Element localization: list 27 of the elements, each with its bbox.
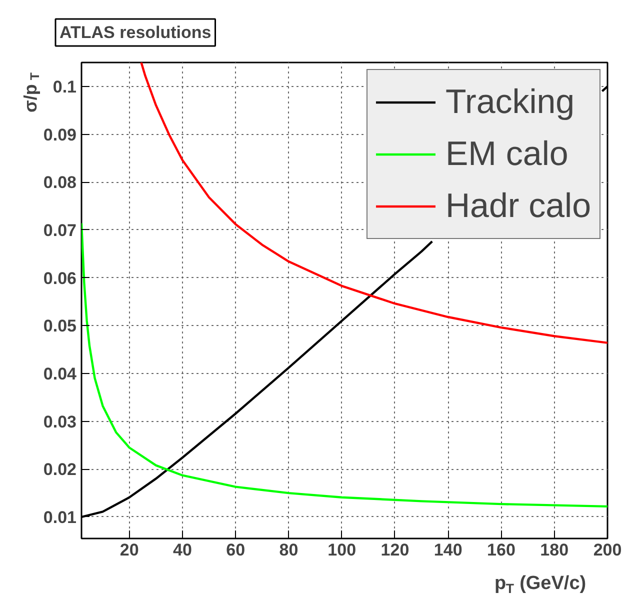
y-tick-label: 0.06 [43, 268, 77, 288]
y-tick-label: 0.09 [43, 125, 77, 144]
y-tick-label: 0.07 [43, 220, 77, 240]
y-tick-label: 0.1 [52, 77, 77, 96]
x-tick-label: 40 [172, 540, 192, 560]
legend-label: EM calo [445, 134, 568, 174]
y-tick-label: 0.02 [43, 460, 77, 480]
x-tick-label: 160 [487, 540, 516, 560]
x-tick-label: 200 [593, 540, 622, 560]
legend-label: Tracking [445, 82, 575, 122]
y-tick-label: 0.08 [43, 173, 77, 192]
legend-label: Hadr calo [445, 186, 591, 226]
y-tick-label: 0.05 [43, 316, 77, 336]
y-tick-label: 0.04 [43, 364, 78, 384]
y-tick-label: 0.03 [43, 412, 77, 432]
x-tick-label: 180 [540, 540, 569, 560]
y-axis-title: σ/pT [20, 72, 42, 112]
chart-title: ATLAS resolutions [60, 23, 212, 42]
x-tick-label: 100 [328, 540, 356, 560]
x-tick-label: 120 [380, 540, 410, 560]
line-series [140, 62, 608, 344]
y-tick-label: 0.01 [43, 508, 77, 527]
x-tick-label: 60 [226, 540, 246, 560]
line-series [82, 222, 608, 508]
x-tick-label: 80 [279, 540, 298, 560]
x-tick-label: 20 [120, 540, 139, 560]
x-tick-label: 140 [434, 540, 462, 560]
